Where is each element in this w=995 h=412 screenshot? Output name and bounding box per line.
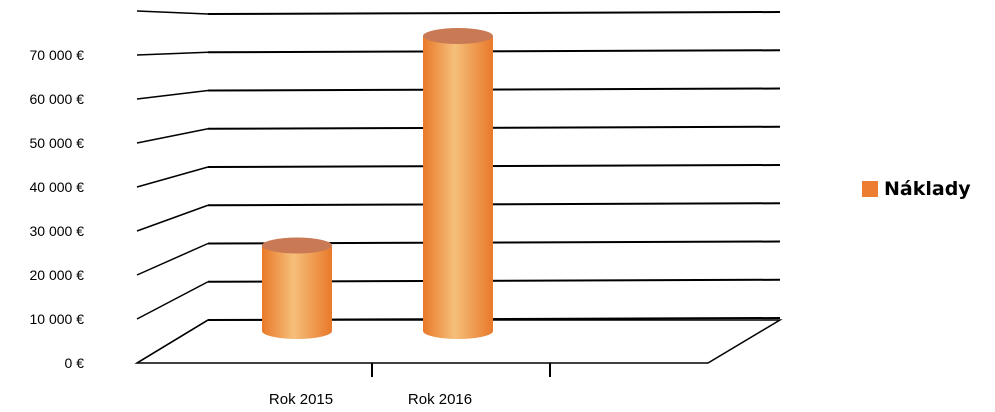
gridline-side	[136, 51, 209, 56]
axes	[134, 319, 783, 377]
labels: 0 € 10 000 € 20 000 € 30 000 € 40 000 € 50 00…	[30, 47, 473, 408]
y-tick-label: 30 000 €	[30, 223, 85, 239]
gridline	[207, 49, 781, 54]
gridline-side	[136, 89, 209, 100]
y-tick-label: 10 000 €	[30, 311, 85, 327]
gridline	[207, 11, 781, 15]
legend-swatch	[862, 181, 878, 197]
gridline-side	[136, 128, 209, 144]
x-tick-label: Rok 2015	[269, 391, 333, 408]
bar-top	[262, 237, 332, 254]
bar-body	[262, 245, 332, 339]
y-tick-label: 20 000 €	[30, 267, 85, 283]
bar-top	[423, 28, 493, 44]
legend: Náklady	[862, 178, 971, 200]
gridline	[207, 125, 781, 130]
floor	[134, 319, 783, 364]
gridline	[207, 202, 781, 207]
gridline	[207, 87, 781, 92]
bar	[262, 237, 332, 339]
y-tick-label: 50 000 €	[30, 135, 85, 151]
x-tick-label: Rok 2016	[408, 391, 472, 408]
y-tick-label: 60 000 €	[30, 91, 85, 107]
bars	[262, 28, 493, 339]
gridline-side	[136, 166, 209, 188]
y-tick-label: 0 €	[65, 355, 85, 371]
legend-label: Náklady	[884, 178, 971, 200]
gridline	[207, 164, 781, 168]
y-tick-label: 70 000 €	[30, 47, 85, 63]
bar-body	[423, 36, 493, 339]
gridline-side	[136, 281, 209, 320]
gridline-side	[136, 204, 209, 232]
gridline-side	[136, 10, 209, 15]
y-tick-label: 40 000 €	[30, 179, 85, 195]
gridline-side	[136, 242, 209, 276]
bar	[423, 28, 493, 339]
